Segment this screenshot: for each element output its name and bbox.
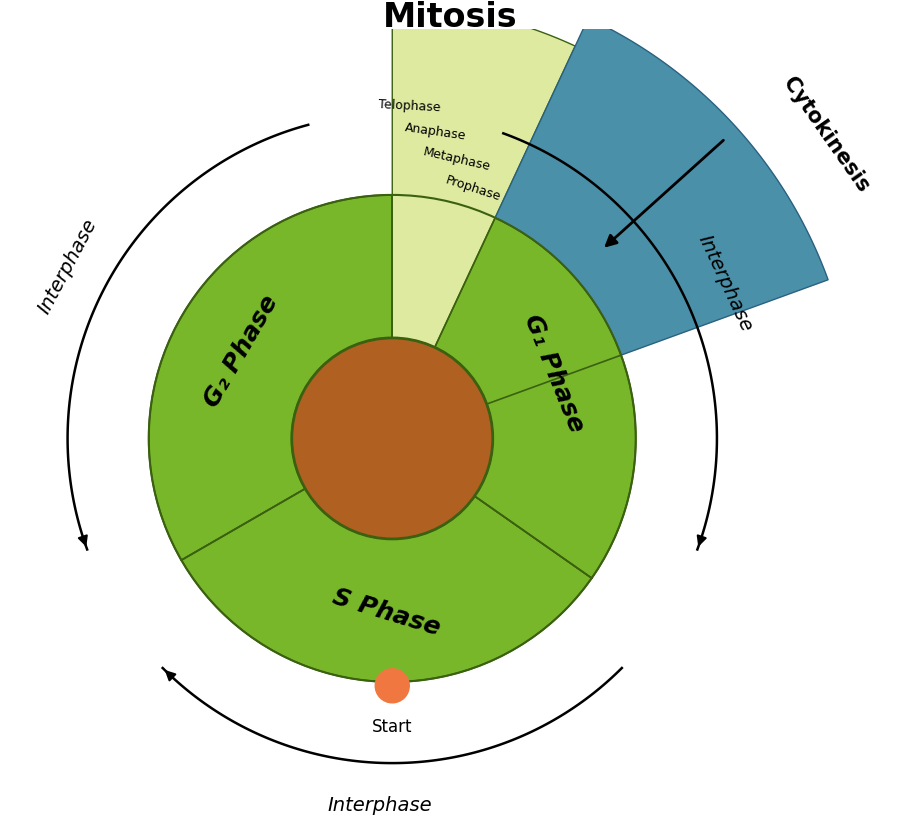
Text: Metaphase: Metaphase bbox=[421, 145, 491, 174]
Text: Interphase: Interphase bbox=[35, 216, 101, 317]
Text: Anaphase: Anaphase bbox=[404, 122, 467, 143]
Polygon shape bbox=[148, 195, 392, 560]
Text: Interphase: Interphase bbox=[327, 796, 432, 815]
Text: Cytokinesis: Cytokinesis bbox=[779, 74, 873, 196]
Text: G₂ Phase: G₂ Phase bbox=[200, 292, 284, 412]
Text: Start: Start bbox=[372, 718, 412, 736]
Circle shape bbox=[375, 669, 410, 703]
Text: Prophase: Prophase bbox=[444, 173, 503, 203]
Text: Telophase: Telophase bbox=[378, 98, 441, 114]
Polygon shape bbox=[392, 195, 635, 578]
Polygon shape bbox=[495, 18, 828, 355]
Circle shape bbox=[292, 338, 493, 539]
Text: G₁ Phase: G₁ Phase bbox=[519, 310, 588, 435]
Text: S Phase: S Phase bbox=[329, 584, 443, 640]
Polygon shape bbox=[392, 6, 575, 347]
Text: Mitosis: Mitosis bbox=[382, 1, 518, 33]
Polygon shape bbox=[182, 489, 591, 682]
Text: Interphase: Interphase bbox=[694, 232, 756, 335]
